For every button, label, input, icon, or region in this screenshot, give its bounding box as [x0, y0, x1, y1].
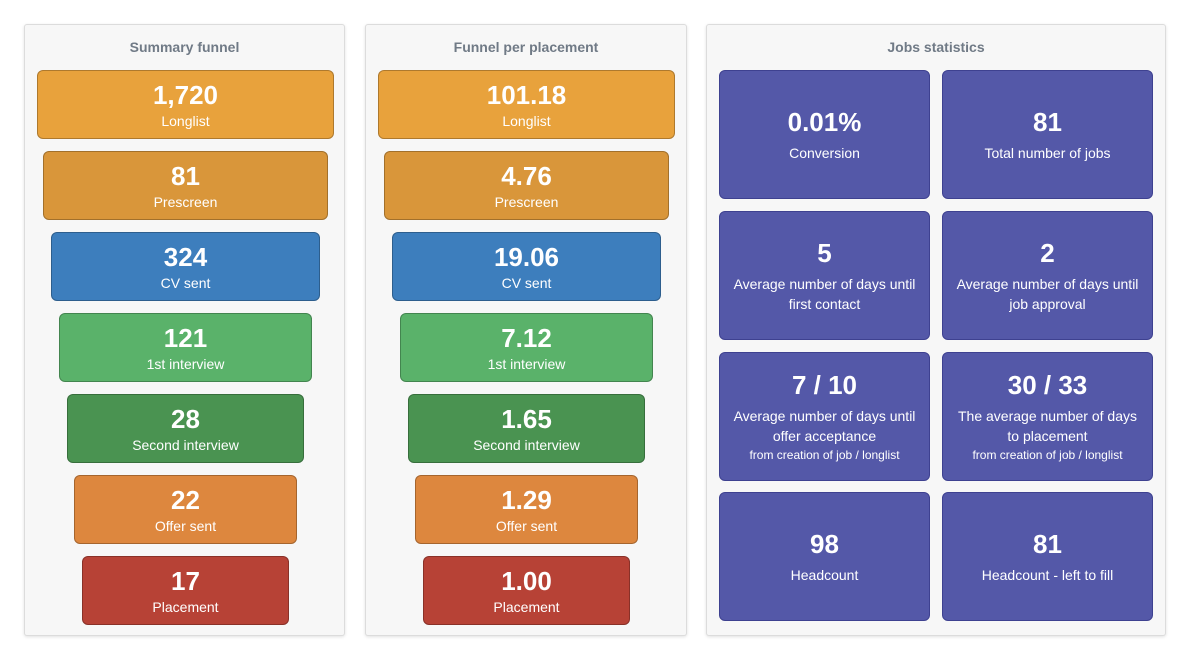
stat-tile-days-job-approval[interactable]: 2 Average number of days until job appro…: [942, 211, 1153, 340]
stat-label: Average number of days until offer accep…: [733, 408, 916, 444]
stat-label: Headcount - left to fill: [981, 566, 1114, 583]
stage-value: 19.06: [493, 242, 560, 272]
stage-label: 1st interview: [487, 356, 566, 372]
stat-sublabel: from creation of job / longlist: [749, 448, 900, 462]
funnel-stage-placement[interactable]: 1.00 Placement: [423, 556, 630, 625]
stage-value: 28: [171, 404, 200, 434]
funnel-stage-prescreen[interactable]: 4.76 Prescreen: [384, 151, 669, 220]
stat-tile-days-offer-acceptance[interactable]: 7 / 10 Average number of days until offe…: [719, 352, 930, 481]
stage-value: 101.18: [486, 80, 567, 110]
stage-label: Second interview: [473, 437, 580, 453]
stage-label: Offer sent: [495, 518, 558, 534]
stat-value: 81: [1033, 106, 1062, 137]
stage-value: 1.29: [501, 485, 552, 515]
stage-value: 81: [171, 161, 200, 191]
stat-tile-conversion[interactable]: 0.01% Conversion: [719, 70, 930, 199]
funnel-stage-cv-sent[interactable]: 19.06 CV sent: [392, 232, 661, 301]
stat-tile-headcount-left[interactable]: 81 Headcount - left to fill: [942, 492, 1153, 621]
stage-label: CV sent: [160, 275, 211, 291]
funnel-per-placement-panel: Funnel per placement 101.18 Longlist 4.7…: [365, 24, 687, 636]
stat-label: Average number of days until first conta…: [733, 275, 916, 312]
stage-value: 1,720: [152, 80, 219, 110]
stat-value: 2: [1040, 237, 1055, 268]
stat-value: 0.01%: [787, 106, 862, 137]
funnel-stage-offer-sent[interactable]: 1.29 Offer sent: [415, 475, 638, 544]
stat-label: Average number of days until job approva…: [956, 275, 1139, 312]
stage-value: 1.65: [501, 404, 552, 434]
stage-value: 324: [163, 242, 208, 272]
panel-title: Jobs statistics: [887, 39, 985, 55]
stat-value: 98: [810, 528, 839, 559]
funnel-stage-longlist[interactable]: 101.18 Longlist: [378, 70, 675, 139]
funnel-stage-first-interview[interactable]: 7.12 1st interview: [400, 313, 653, 382]
stage-label: Prescreen: [153, 194, 218, 210]
stage-value: 4.76: [501, 161, 552, 191]
stage-label: Longlist: [502, 113, 551, 129]
stat-label: The average number of days to placement: [958, 408, 1137, 444]
stage-label: Longlist: [161, 113, 210, 129]
stage-value: 7.12: [501, 323, 552, 353]
stage-value: 22: [171, 485, 200, 515]
stat-value: 5: [817, 237, 832, 268]
stat-tile-headcount[interactable]: 98 Headcount: [719, 492, 930, 621]
stage-label: Placement: [493, 599, 560, 615]
stat-sublabel: from creation of job / longlist: [972, 448, 1123, 462]
stat-tile-total-jobs[interactable]: 81 Total number of jobs: [942, 70, 1153, 199]
funnel-stage-prescreen[interactable]: 81 Prescreen: [43, 151, 328, 220]
stage-value: 121: [163, 323, 208, 353]
stage-label: CV sent: [501, 275, 552, 291]
jobs-statistics-panel: Jobs statistics 0.01% Conversion 81 Tota…: [706, 24, 1166, 636]
stat-label: Conversion: [789, 144, 860, 161]
stat-value: 7 / 10: [791, 370, 858, 400]
stage-label: Prescreen: [494, 194, 559, 210]
summary-funnel-panel: Summary funnel 1,720 Longlist 81 Prescre…: [24, 24, 345, 636]
stage-label: Second interview: [132, 437, 239, 453]
stage-value: 17: [171, 566, 200, 596]
funnel-stage-first-interview[interactable]: 121 1st interview: [59, 313, 312, 382]
funnel-stage-cv-sent[interactable]: 324 CV sent: [51, 232, 320, 301]
stage-label: 1st interview: [146, 356, 225, 372]
funnel-stage-placement[interactable]: 17 Placement: [82, 556, 289, 625]
stat-value: 30 / 33: [1007, 370, 1088, 400]
panel-title: Summary funnel: [129, 39, 240, 55]
stage-label: Placement: [152, 599, 219, 615]
stat-tile-days-to-placement[interactable]: 30 / 33 The average number of days to pl…: [942, 352, 1153, 481]
stat-tile-days-first-contact[interactable]: 5 Average number of days until first con…: [719, 211, 930, 340]
stat-label: Headcount: [790, 566, 859, 583]
stage-value: 1.00: [501, 566, 552, 596]
stat-label: Total number of jobs: [984, 144, 1111, 161]
funnel-stage-longlist[interactable]: 1,720 Longlist: [37, 70, 334, 139]
funnel-stage-offer-sent[interactable]: 22 Offer sent: [74, 475, 297, 544]
panel-title: Funnel per placement: [453, 39, 599, 55]
stage-label: Offer sent: [154, 518, 217, 534]
stat-value: 81: [1033, 528, 1062, 559]
funnel-stage-second-interview[interactable]: 1.65 Second interview: [408, 394, 645, 463]
funnel-stage-second-interview[interactable]: 28 Second interview: [67, 394, 304, 463]
